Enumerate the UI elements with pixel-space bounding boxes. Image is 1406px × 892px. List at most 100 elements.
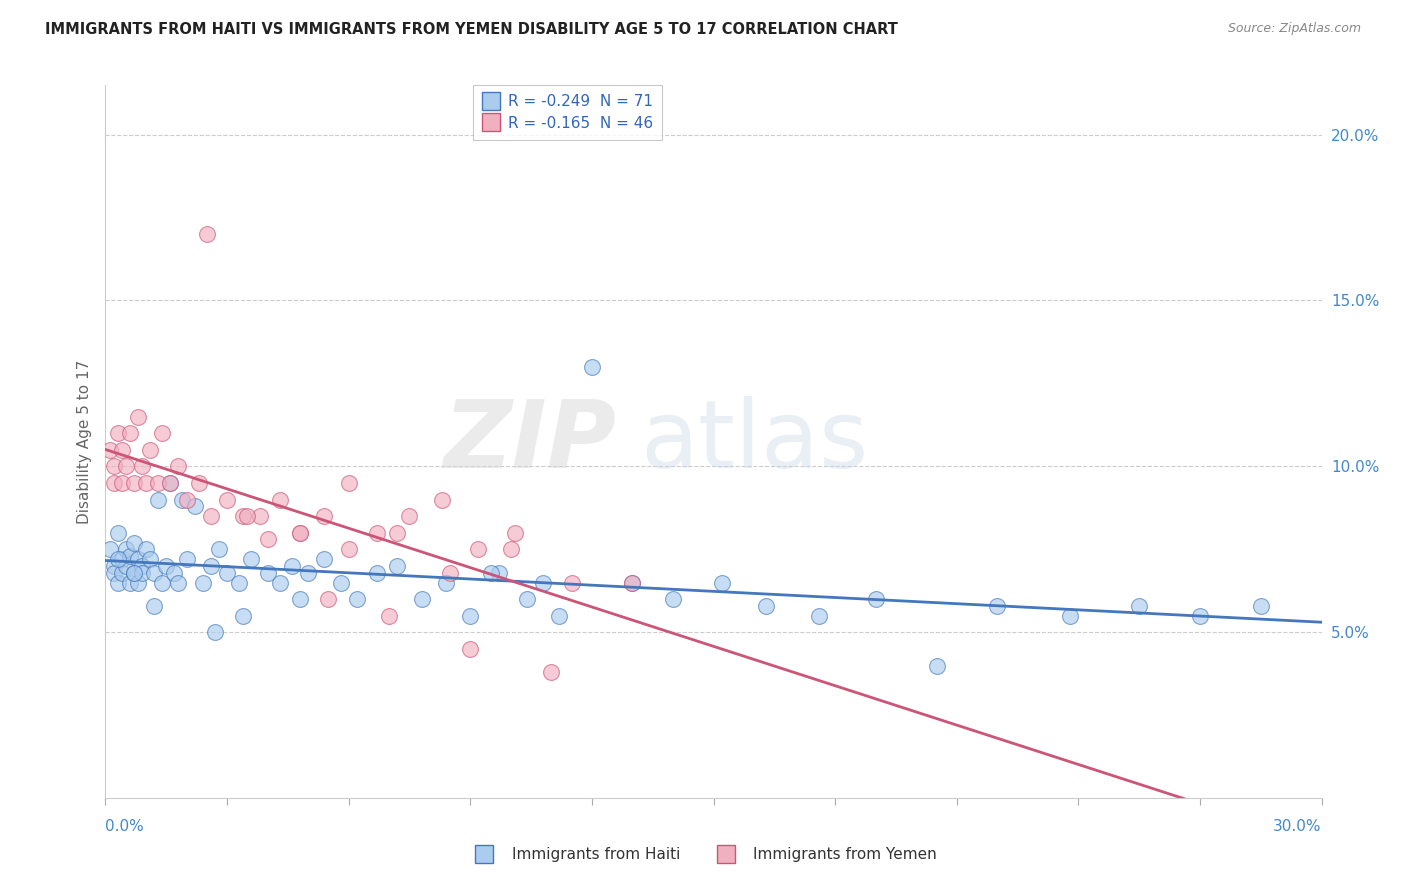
- Point: [346, 592, 368, 607]
- Point: [236, 509, 259, 524]
- Point: [176, 552, 198, 566]
- Point: [103, 476, 125, 491]
- Point: [467, 542, 489, 557]
- Text: Source: ZipAtlas.com: Source: ZipAtlas.com: [1227, 22, 1361, 36]
- Point: [411, 592, 433, 607]
- Point: [111, 552, 134, 566]
- Point: [107, 525, 129, 540]
- Point: [114, 542, 136, 557]
- Point: [503, 525, 526, 540]
- Legend: R = -0.249  N = 71, R = -0.165  N = 46: R = -0.249 N = 71, R = -0.165 N = 46: [472, 86, 662, 140]
- Point: [232, 509, 254, 524]
- Point: [131, 566, 153, 580]
- Point: [337, 476, 360, 491]
- Point: [581, 359, 603, 374]
- Point: [986, 599, 1008, 613]
- Point: [139, 442, 162, 457]
- Point: [111, 566, 134, 580]
- Point: [458, 642, 481, 657]
- Point: [111, 442, 134, 457]
- Point: [111, 476, 134, 491]
- Point: [200, 509, 222, 524]
- Point: [107, 552, 129, 566]
- Point: [755, 599, 778, 613]
- Point: [366, 525, 388, 540]
- Point: [135, 542, 157, 557]
- Point: [430, 492, 453, 507]
- Point: [240, 552, 263, 566]
- Point: [318, 592, 340, 607]
- Point: [103, 566, 125, 580]
- Point: [314, 509, 336, 524]
- Point: [195, 227, 218, 241]
- Point: [131, 559, 153, 574]
- Text: 0.0%: 0.0%: [105, 820, 145, 834]
- Point: [159, 476, 181, 491]
- Point: [531, 575, 554, 590]
- Point: [103, 559, 125, 574]
- Point: [256, 566, 278, 580]
- Point: [135, 476, 157, 491]
- Point: [488, 566, 510, 580]
- Point: [143, 566, 166, 580]
- Point: [925, 658, 948, 673]
- Point: [150, 575, 173, 590]
- Point: [314, 552, 336, 566]
- Point: [288, 525, 311, 540]
- Point: [172, 492, 194, 507]
- Point: [122, 476, 145, 491]
- Point: [288, 525, 311, 540]
- Point: [329, 575, 352, 590]
- Point: [208, 542, 231, 557]
- Point: [183, 500, 205, 514]
- Point: [122, 566, 145, 580]
- Point: [127, 552, 149, 566]
- Point: [807, 608, 830, 623]
- Point: [98, 442, 121, 457]
- Point: [150, 426, 173, 441]
- Point: [479, 566, 502, 580]
- Point: [662, 592, 685, 607]
- Point: [378, 608, 401, 623]
- Point: [122, 566, 145, 580]
- Point: [621, 575, 644, 590]
- Point: [516, 592, 538, 607]
- Point: [204, 625, 226, 640]
- Point: [217, 566, 239, 580]
- Point: [131, 459, 153, 474]
- Point: [127, 409, 149, 424]
- Text: atlas: atlas: [641, 395, 869, 488]
- Point: [159, 476, 181, 491]
- Point: [103, 459, 125, 474]
- Point: [337, 542, 360, 557]
- Point: [366, 566, 388, 580]
- Point: [176, 492, 198, 507]
- Point: [439, 566, 461, 580]
- Point: [200, 559, 222, 574]
- Text: ZIP: ZIP: [443, 395, 616, 488]
- Point: [114, 459, 136, 474]
- Point: [107, 575, 129, 590]
- Point: [281, 559, 304, 574]
- Point: [143, 599, 166, 613]
- Point: [155, 559, 177, 574]
- Point: [387, 525, 409, 540]
- Point: [228, 575, 250, 590]
- Point: [114, 559, 136, 574]
- Point: [118, 549, 141, 563]
- Point: [269, 575, 291, 590]
- Y-axis label: Disability Age 5 to 17: Disability Age 5 to 17: [76, 359, 91, 524]
- Point: [865, 592, 887, 607]
- Point: [548, 608, 571, 623]
- Point: [217, 492, 239, 507]
- Point: [387, 559, 409, 574]
- Point: [118, 575, 141, 590]
- Point: [561, 575, 583, 590]
- Point: [269, 492, 291, 507]
- Point: [1128, 599, 1150, 613]
- Point: [458, 608, 481, 623]
- Point: [139, 552, 162, 566]
- Point: [127, 575, 149, 590]
- Point: [434, 575, 457, 590]
- Point: [146, 476, 169, 491]
